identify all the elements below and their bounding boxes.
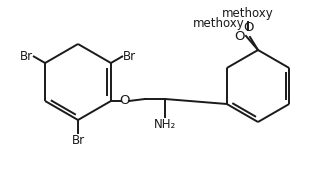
Text: NH₂: NH₂	[154, 118, 176, 131]
Text: O: O	[235, 30, 245, 42]
Text: O: O	[120, 94, 130, 108]
Text: O: O	[243, 21, 253, 34]
Text: Br: Br	[123, 50, 136, 63]
Text: Br: Br	[71, 134, 85, 147]
Text: Br: Br	[20, 50, 33, 63]
Text: methoxy: methoxy	[193, 18, 245, 30]
Text: methoxy: methoxy	[222, 7, 274, 20]
